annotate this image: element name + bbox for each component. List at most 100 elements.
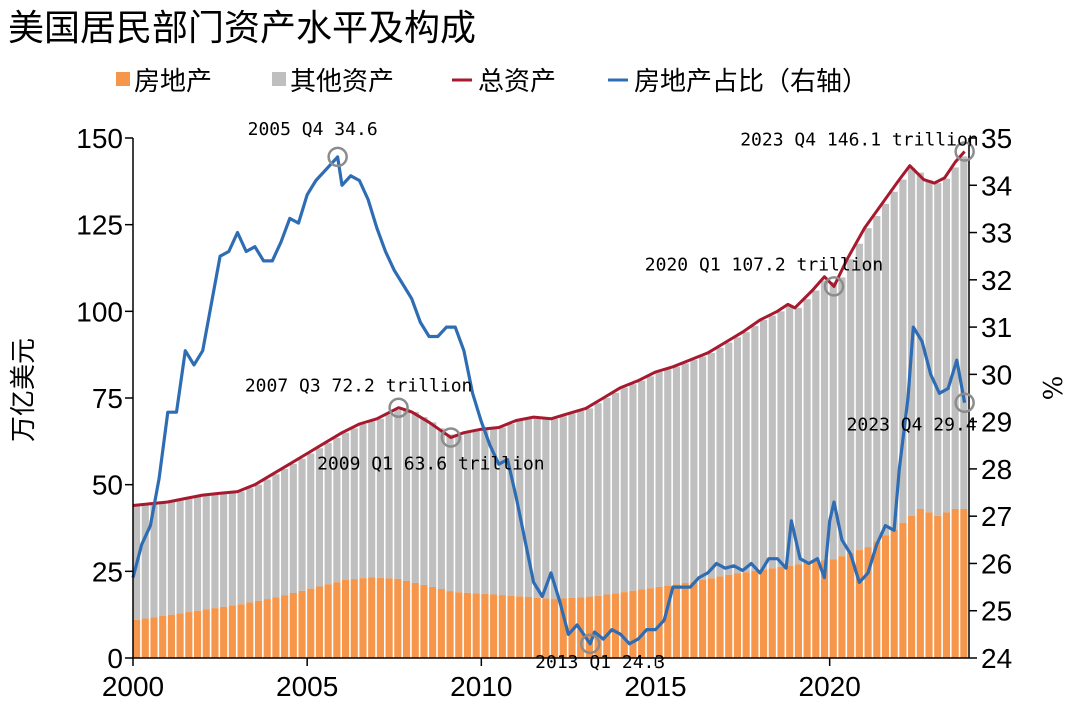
bar-other-assets [777,311,785,567]
bar-real-estate [629,590,637,658]
bar-other-assets [376,418,384,578]
legend-label-other-assets: 其他资产 [290,67,394,97]
bar-real-estate [359,578,367,658]
bar-other-assets [159,502,167,616]
y-left-tick-label: 50 [92,470,123,501]
y-left-tick-label: 75 [92,383,123,414]
bar-other-assets [690,359,698,582]
bar-other-assets [263,479,271,600]
bar-real-estate [193,610,202,658]
bar-other-assets [289,463,297,593]
bar-other-assets [838,277,846,557]
bar-other-assets [533,417,541,598]
bar-other-assets [420,417,428,585]
bar-other-assets [942,178,951,513]
bar-other-assets [899,179,907,523]
legend-label-real-estate-share: 房地产占比（右轴） [634,67,868,97]
bar-real-estate [568,597,576,658]
annotation-label: 2023 Q4 29.4 [847,415,977,436]
bar-real-estate [655,586,663,658]
bar-other-assets [864,228,872,548]
y-left-tick-label: 25 [92,556,123,587]
bar-real-estate [437,589,445,658]
bar-other-assets [507,424,515,596]
bar-real-estate [307,588,315,658]
bar-real-estate [725,574,733,658]
bar-other-assets [220,493,228,607]
bar-other-assets [655,372,663,587]
bar-real-estate [411,582,419,658]
annotation-label: 2013 Q1 24.3 [535,652,665,673]
bar-other-assets [446,434,454,592]
bar-real-estate [324,584,332,658]
y-right-tick-label: 24 [981,643,1012,674]
bar-real-estate [646,588,654,658]
bar-other-assets [725,342,733,575]
bar-other-assets [246,488,254,603]
bar-other-assets [272,474,280,598]
bar-real-estate [472,593,480,658]
bar-real-estate [820,560,829,658]
bar-other-assets [185,498,193,613]
bar-real-estate [281,595,289,658]
bar-real-estate [455,592,463,658]
bar-other-assets [768,315,776,569]
bar-real-estate [385,578,393,658]
bar-real-estate [960,508,968,658]
bar-real-estate [707,578,715,658]
bar-real-estate [934,515,942,658]
y-left-tick-label: 150 [76,123,123,154]
bar-real-estate [498,595,506,658]
annotations-layer: 2005 Q4 34.6 2007 Q3 72.2 trillion 2009 Q1… [245,119,979,673]
bar-other-assets [812,290,820,562]
bar-real-estate [228,605,236,658]
bar-other-assets [733,337,742,574]
bar-other-assets [463,432,472,593]
bar-other-assets [333,437,341,583]
bar-other-assets [934,183,942,516]
bar-real-estate [272,597,280,658]
bar-real-estate [847,553,855,658]
legend: 房地产 其他资产 总资产 房地产占比（右轴） [116,67,868,97]
bar-real-estate [202,609,210,658]
bar-other-assets [350,428,358,580]
annotation-marker [954,141,975,162]
line-total-assets [132,150,966,507]
bar-other-assets [603,398,611,595]
bar-real-estate [794,564,802,658]
bar-real-estate [803,563,811,658]
bar-other-assets [890,191,898,530]
bar-other-assets [254,484,263,601]
bar-real-estate [516,596,524,658]
bar-real-estate [263,599,271,658]
bar-real-estate [446,591,454,658]
bar-other-assets [672,366,681,585]
bar-real-estate [899,522,907,658]
bar-other-assets [455,435,463,593]
bar-real-estate [864,547,872,658]
bar-real-estate [829,559,837,658]
bar-real-estate [542,598,550,658]
x-tick-label: 2000 [102,671,164,702]
bars-layer [133,156,968,658]
bar-real-estate [873,541,881,658]
bar-other-assets [307,453,315,589]
bar-other-assets [646,376,654,589]
annotation-marker [388,397,409,418]
annotation-label: 2009 Q1 63.6 trillion [317,454,545,475]
bar-other-assets [681,363,689,584]
bar-real-estate [951,508,959,658]
bar-other-assets [559,416,567,599]
bar-real-estate [733,573,742,658]
bar-real-estate [638,589,646,658]
bar-real-estate [463,592,472,658]
bar-real-estate [376,577,384,658]
y-right-tick-label: 29 [981,407,1012,438]
bar-real-estate [141,618,149,658]
y-right-tick-label: 34 [981,170,1012,201]
bar-other-assets [193,496,202,611]
bar-other-assets [820,280,829,561]
bar-other-assets [394,409,402,579]
bar-other-assets [829,281,837,560]
